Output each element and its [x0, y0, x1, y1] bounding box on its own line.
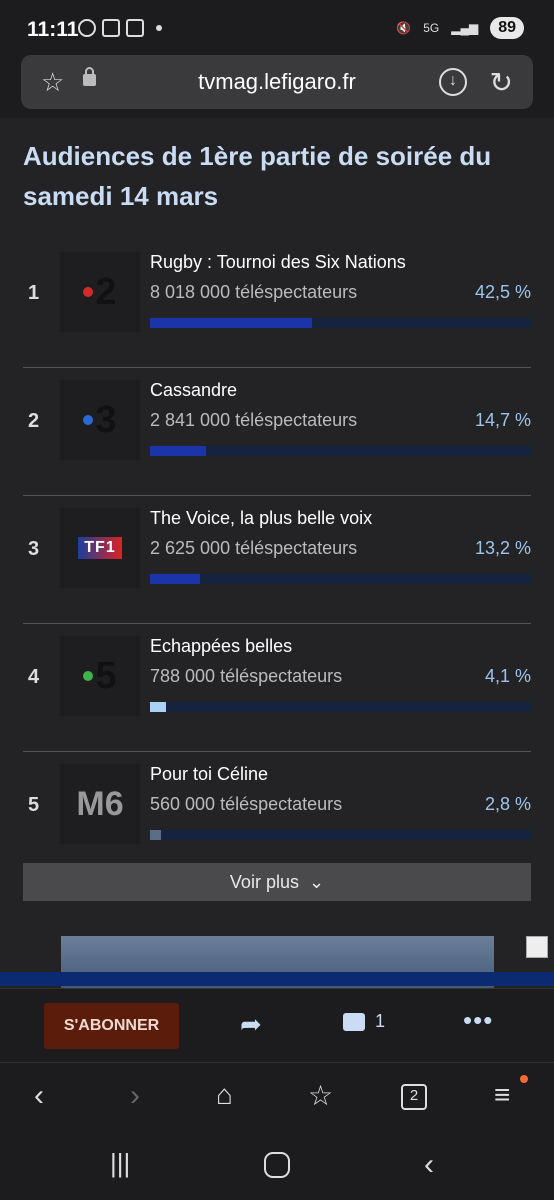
network-label: 5G — [423, 21, 440, 35]
viewer-count: 788 000 téléspectateurs — [150, 666, 343, 686]
advertisement-image[interactable] — [61, 936, 494, 996]
audience-share: 13,2 % — [474, 538, 531, 558]
program-title[interactable]: Cassandre — [150, 380, 238, 400]
share-bar-fill — [150, 318, 312, 328]
audience-row: 5 M6 Pour toi Céline 560 000 téléspectat… — [23, 752, 531, 880]
share-bar-fill — [150, 574, 201, 584]
notification-icons — [78, 19, 162, 37]
comment-icon — [343, 1012, 365, 1031]
audience-share: 4,1 % — [484, 666, 531, 686]
instagram-icon — [126, 19, 144, 37]
more-notifications-icon — [156, 25, 162, 31]
audience-row: 2 3 Cassandre 2 841 000 téléspectateurs … — [23, 368, 531, 496]
bookmark-star-icon[interactable]: ☆ — [41, 67, 65, 97]
audience-row: 4 5 Echappées belles 788 000 téléspectat… — [23, 624, 531, 752]
status-bar: 11:11 🔇 5G ▂▄▆ 89 — [0, 0, 554, 52]
program-title[interactable]: Echappées belles — [150, 636, 293, 656]
home-button-icon[interactable] — [264, 1152, 290, 1178]
download-icon[interactable]: ↓ — [439, 68, 467, 96]
ad-banner-strip — [0, 972, 554, 986]
system-status: 🔇 5G ▂▄▆ 89 — [396, 17, 524, 39]
rank: 1 — [28, 282, 40, 304]
chevron-down-icon: ⌄ — [303, 872, 325, 892]
audience-share: 42,5 % — [474, 282, 531, 302]
audience-row: 3 TF1 The Voice, la plus belle voix 2 62… — [23, 496, 531, 624]
back-icon[interactable]: ‹ — [34, 1079, 44, 1112]
lock-icon[interactable] — [83, 67, 96, 86]
share-bar — [150, 446, 531, 456]
channel-logo-france2: 2 — [60, 252, 140, 332]
more-options-icon[interactable]: ••• — [463, 1005, 494, 1035]
voir-plus-label: Voir plus — [229, 872, 299, 892]
rank: 2 — [28, 410, 40, 432]
back-nav-icon[interactable]: ‹ — [424, 1148, 434, 1181]
bookmarks-icon[interactable]: ☆ — [308, 1080, 334, 1111]
tabs-button[interactable]: 2 — [401, 1084, 427, 1110]
viewer-count: 2 841 000 téléspectateurs — [150, 410, 358, 430]
program-title[interactable]: The Voice, la plus belle voix — [150, 508, 373, 528]
voir-plus-button[interactable]: Voir plus ⌄ — [23, 863, 531, 901]
share-bar-fill — [150, 702, 166, 712]
share-bar — [150, 574, 531, 584]
adchoices-icon[interactable] — [526, 936, 548, 958]
share-bar-fill — [150, 830, 161, 840]
page-content: Audiences de 1ère partie de soirée du sa… — [0, 118, 554, 996]
subscribe-button[interactable]: S'ABONNER — [44, 1003, 179, 1049]
share-bar — [150, 318, 531, 328]
share-icon[interactable]: ➦ — [240, 1009, 262, 1039]
home-icon[interactable]: ⌂ — [216, 1079, 233, 1110]
forward-icon[interactable]: › — [130, 1079, 140, 1112]
viewer-count: 560 000 téléspectateurs — [150, 794, 343, 814]
article-action-bar: S'ABONNER ➦ 1 ••• — [0, 988, 554, 1062]
rank: 4 — [28, 666, 40, 688]
messenger-icon — [78, 19, 96, 37]
audience-share: 14,7 % — [474, 410, 531, 430]
address-bar[interactable]: ☆ tvmag.lefigaro.fr ↓ ↻ — [21, 55, 533, 109]
page-title: Audiences de 1ère partie de soirée du sa… — [23, 141, 492, 211]
program-title[interactable]: Rugby : Tournoi des Six Nations — [150, 252, 406, 272]
channel-logo-m6: M6 — [60, 764, 140, 844]
channel-logo-france3: 3 — [60, 380, 140, 460]
channel-logo-tf1: TF1 — [60, 508, 140, 588]
viewer-count: 8 018 000 téléspectateurs — [150, 282, 358, 302]
signal-icon: ▂▄▆ — [451, 21, 479, 35]
share-bar — [150, 830, 531, 840]
audience-share: 2,8 % — [484, 794, 531, 814]
battery-level: 89 — [490, 17, 524, 39]
mute-icon: 🔇 — [396, 21, 412, 35]
comments-button[interactable]: 1 — [343, 1011, 385, 1032]
comment-count: 1 — [375, 1011, 386, 1031]
notification-dot — [520, 1075, 528, 1083]
program-title[interactable]: Pour toi Céline — [150, 764, 269, 784]
menu-icon[interactable]: ≡ — [494, 1079, 511, 1110]
clock: 11:11 — [27, 18, 79, 41]
system-navigation: ||| ‹ — [0, 1132, 554, 1200]
rank: 5 — [28, 794, 40, 816]
url-text[interactable]: tvmag.lefigaro.fr — [198, 69, 356, 94]
share-bar-fill — [150, 446, 206, 456]
reload-icon[interactable]: ↻ — [489, 67, 513, 98]
viewer-count: 2 625 000 téléspectateurs — [150, 538, 358, 558]
calendar-icon — [102, 19, 120, 37]
recent-apps-icon[interactable]: ||| — [110, 1148, 131, 1178]
rank: 3 — [28, 538, 40, 560]
browser-toolbar: ‹ › ⌂ ☆ 2 ≡ — [0, 1062, 554, 1132]
share-bar — [150, 702, 531, 712]
audience-row: 1 2 Rugby : Tournoi des Six Nations 8 01… — [23, 240, 531, 368]
channel-logo-france5: 5 — [60, 636, 140, 716]
